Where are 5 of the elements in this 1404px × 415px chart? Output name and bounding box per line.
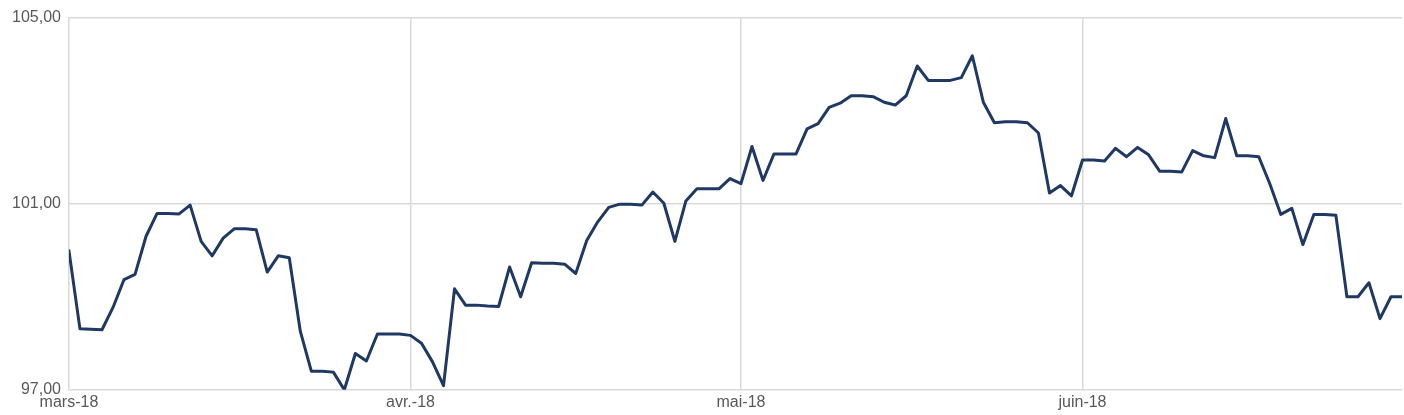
x-tick-label: avr.-18 xyxy=(386,392,436,410)
x-tick-label: mai-18 xyxy=(716,392,766,410)
x-tick-label: juin-18 xyxy=(1057,392,1107,410)
y-tick-label: 105,00 xyxy=(12,8,62,26)
y-tick-label: 101,00 xyxy=(12,194,62,212)
